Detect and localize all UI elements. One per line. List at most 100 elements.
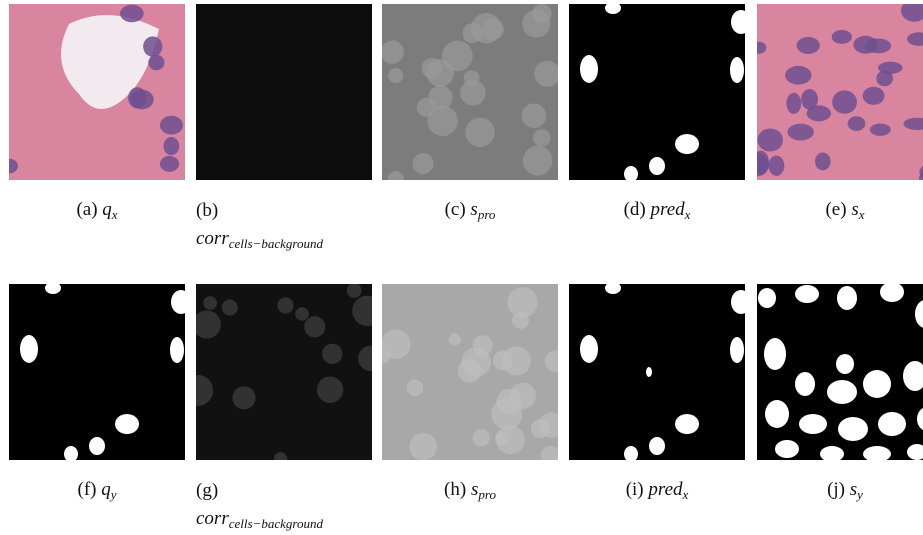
blob <box>304 316 325 337</box>
caption-subscript: cells−background <box>229 236 323 251</box>
nucleus <box>143 36 162 56</box>
nucleus <box>160 116 183 135</box>
blob <box>493 350 513 370</box>
nucleus <box>865 38 891 53</box>
mask-blob <box>795 372 815 396</box>
mask-background <box>9 284 185 460</box>
panel-image <box>382 284 558 460</box>
nucleus <box>870 123 891 135</box>
blob <box>462 347 491 376</box>
nucleus <box>848 116 866 131</box>
mask-blob <box>170 337 184 363</box>
panel-image <box>196 4 372 180</box>
caption: (f) qy <box>77 479 116 503</box>
caption-label: (b) <box>196 200 218 221</box>
panel-image <box>9 284 185 460</box>
nucleus <box>788 124 814 141</box>
mask-blob <box>837 286 857 310</box>
blob <box>533 129 551 147</box>
mask-blob <box>799 414 827 434</box>
blob <box>232 386 255 409</box>
caption-subscript: x <box>859 207 865 222</box>
nucleus <box>757 129 783 152</box>
mask-blob <box>649 437 665 455</box>
mask-blob <box>878 412 906 436</box>
mask-blob <box>580 55 598 83</box>
mask-blob <box>765 400 789 428</box>
caption-subscript: cells−background <box>229 516 323 531</box>
mask-background <box>569 284 745 460</box>
panel-image <box>757 4 923 180</box>
blob <box>495 431 509 445</box>
mask-blob <box>20 335 38 363</box>
caption-subscript: y <box>857 487 863 502</box>
nucleus <box>832 90 857 113</box>
caption-symbol: q <box>102 199 112 220</box>
mask-blob <box>730 337 744 363</box>
caption-subscript: x <box>112 207 118 222</box>
blob <box>522 9 550 37</box>
blob <box>382 330 411 360</box>
caption: (d) predx <box>624 199 691 223</box>
nucleus <box>878 62 903 74</box>
caption-symbol: corr <box>196 508 229 529</box>
caption: (g)corrcells−background <box>196 477 323 535</box>
background <box>196 4 372 180</box>
nucleus <box>832 30 852 44</box>
caption-label: (f) <box>77 479 96 500</box>
blob <box>523 146 553 176</box>
caption-label: (d) <box>624 199 646 220</box>
blob <box>203 296 217 310</box>
mask-blob <box>758 288 776 308</box>
mask-blob <box>836 354 854 374</box>
mask-blob <box>675 134 699 154</box>
caption-label: (j) <box>827 479 845 500</box>
mask-blob <box>115 414 139 434</box>
nucleus <box>163 137 179 155</box>
caption-subscript: pro <box>478 207 496 222</box>
mask-blob <box>675 414 699 434</box>
blob <box>472 429 489 446</box>
caption: (e) sx <box>825 199 864 223</box>
mask-blob <box>580 335 598 363</box>
mask-blob <box>730 57 744 83</box>
nucleus <box>801 89 818 110</box>
caption-symbol: q <box>101 479 111 500</box>
nucleus <box>148 55 164 71</box>
panel-image <box>757 284 923 460</box>
blob <box>295 307 309 321</box>
caption-label: (a) <box>76 199 97 220</box>
nucleus <box>786 93 801 114</box>
blob <box>222 299 238 315</box>
nucleus <box>768 156 784 176</box>
nucleus <box>130 90 154 110</box>
blob <box>388 68 403 83</box>
caption: (i) predx <box>626 479 689 503</box>
caption-label: (i) <box>626 479 644 500</box>
panel-image <box>569 284 745 460</box>
blob <box>322 344 342 364</box>
nucleus <box>815 152 831 170</box>
blob <box>426 59 454 87</box>
nucleus <box>797 37 820 54</box>
nucleus <box>863 87 885 105</box>
caption-subscript: pro <box>478 487 496 502</box>
caption: (b)corrcells−background <box>196 197 323 258</box>
mask-blob <box>646 367 652 377</box>
caption-symbol: pred <box>651 199 685 220</box>
nucleus <box>160 156 179 172</box>
caption-label: (c) <box>445 199 466 220</box>
blob <box>449 333 461 345</box>
blob <box>510 383 536 409</box>
blob <box>531 419 550 438</box>
nucleus <box>120 5 144 23</box>
caption-symbol: s <box>850 479 857 500</box>
caption-subscript: x <box>685 207 691 222</box>
mask-blob <box>764 338 786 370</box>
mask-blob <box>838 417 868 441</box>
caption: (j) sy <box>827 479 863 503</box>
caption-label: (h) <box>444 479 466 500</box>
panel-image <box>569 4 745 180</box>
panel-image <box>9 4 185 180</box>
mask-background <box>569 4 745 180</box>
